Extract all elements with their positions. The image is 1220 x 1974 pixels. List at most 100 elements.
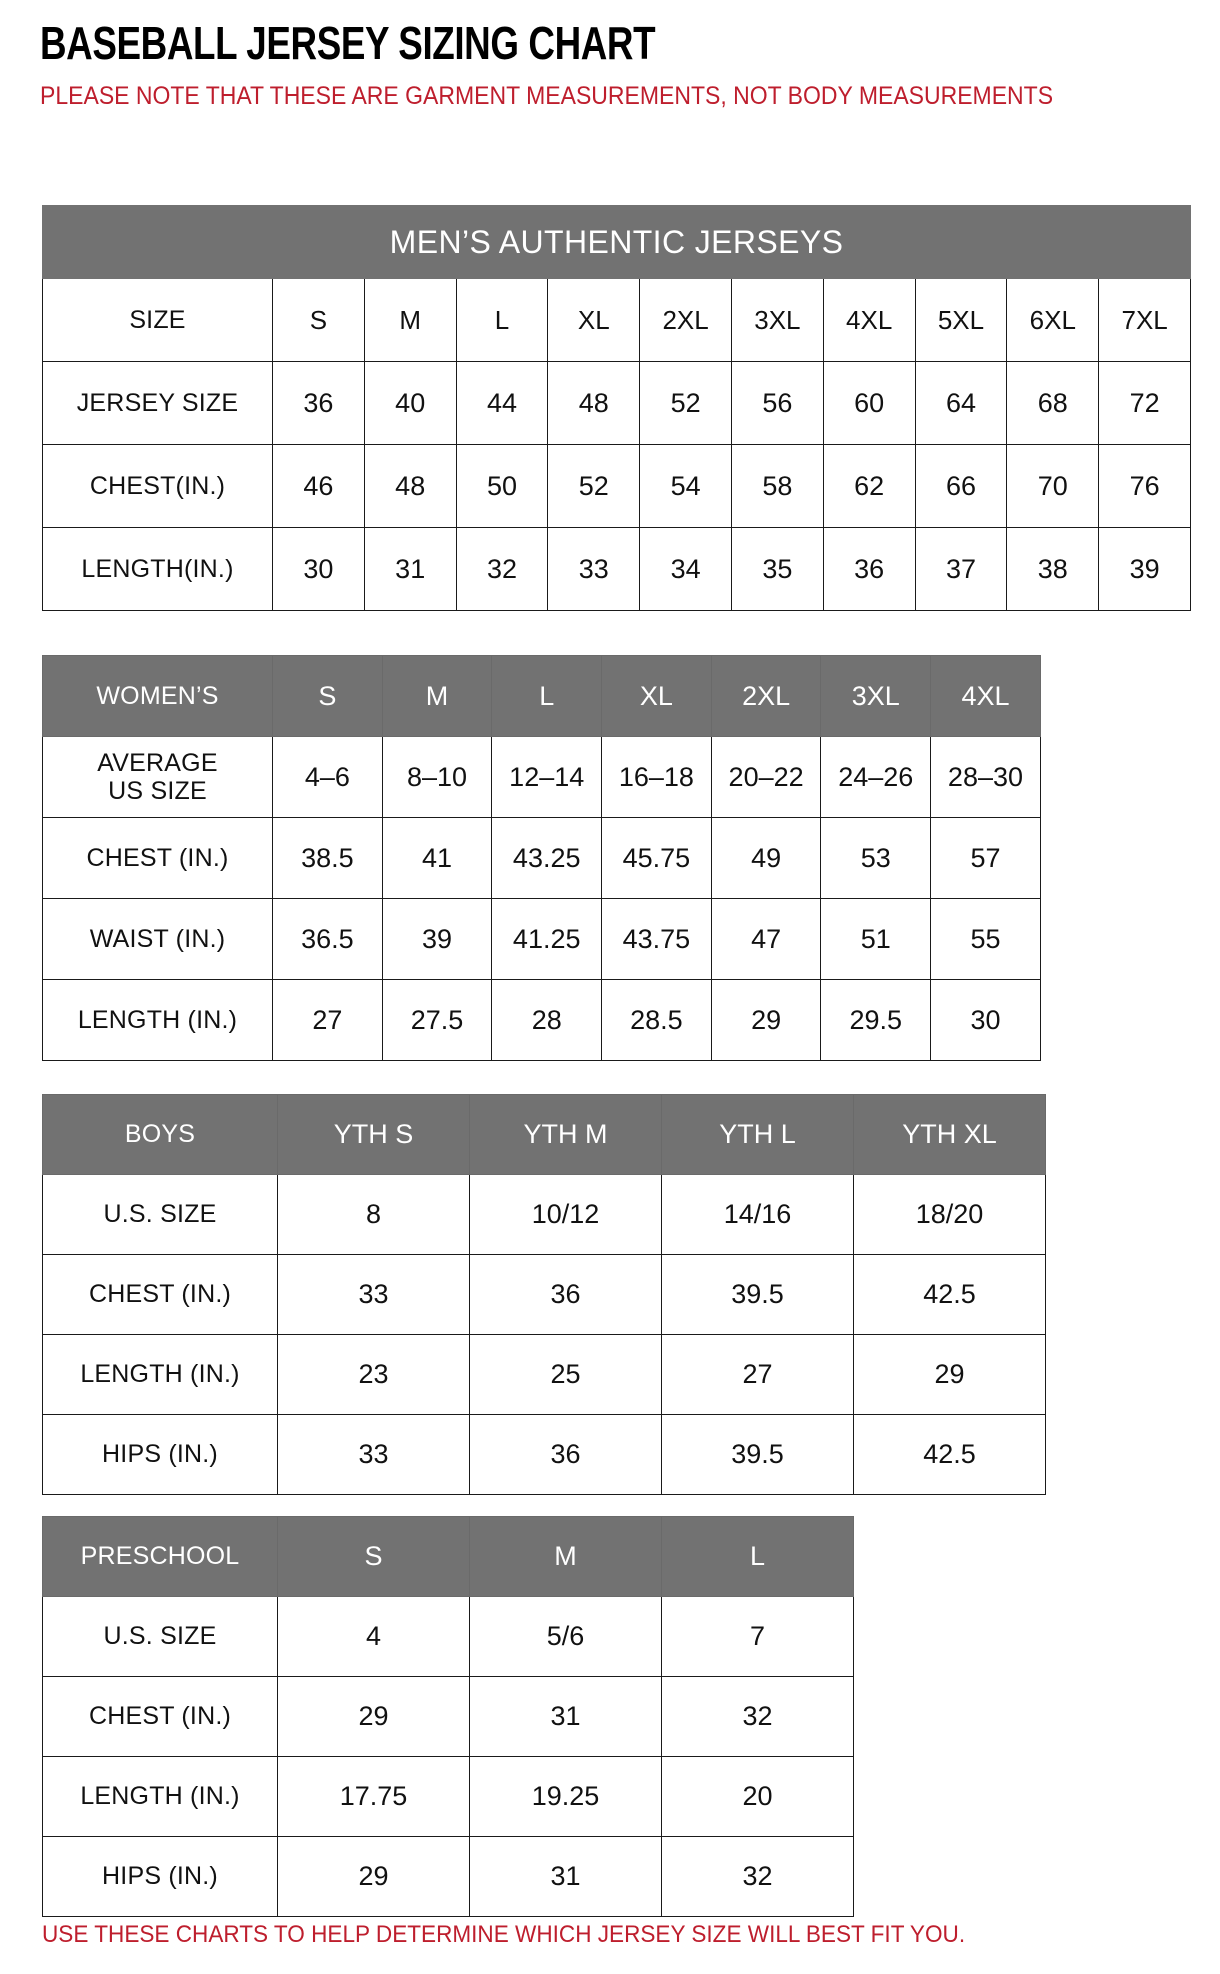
mens-col-header: M	[363, 278, 457, 362]
cell-value: 10/12	[469, 1174, 662, 1255]
cell-value: 54	[639, 444, 732, 528]
cell-value: 4	[277, 1596, 470, 1677]
cell-value: 76	[1098, 444, 1192, 528]
cell-value: 52	[639, 361, 732, 445]
row-label: U.S. SIZE	[42, 1174, 278, 1255]
cell-value: 27	[661, 1334, 854, 1415]
mens-col-header: 2XL	[639, 278, 732, 362]
cell-value: 4–6	[272, 736, 383, 818]
mens-col-header: 6XL	[1006, 278, 1100, 362]
cell-value: 7	[661, 1596, 854, 1677]
cell-value: 29	[710, 979, 822, 1061]
cell-value: 52	[547, 444, 641, 528]
mens-col-header: 5XL	[914, 278, 1008, 362]
row-label: WAIST (IN.)	[42, 898, 273, 980]
cell-value: 20–22	[710, 736, 822, 818]
table-row: HIPS (IN.) 29 31 32	[42, 1836, 854, 1917]
cell-value: 28.5	[601, 979, 712, 1061]
cell-value: 50	[455, 444, 549, 528]
cell-value: 28	[491, 979, 603, 1061]
womens-col-header: S	[272, 655, 383, 737]
cell-value: 62	[822, 444, 916, 528]
table-header-row: PRESCHOOL S M L	[42, 1516, 854, 1597]
cell-value: 33	[277, 1414, 470, 1495]
preschool-col-header: M	[469, 1516, 662, 1597]
table-row: WAIST (IN.) 36.5 39 41.25 43.75 47 51 55	[42, 898, 1041, 980]
cell-value: 8	[277, 1174, 470, 1255]
header-block: BASEBALL JERSEY SIZING CHART PLEASE NOTE…	[40, 20, 1180, 111]
row-label: U.S. SIZE	[42, 1596, 278, 1677]
cell-value: 29	[277, 1836, 470, 1917]
cell-value: 25	[469, 1334, 662, 1415]
mens-col-header: 3XL	[730, 278, 824, 362]
table-row: CHEST (IN.) 38.5 41 43.25 45.75 49 53 57	[42, 817, 1041, 899]
mens-col-header: 4XL	[822, 278, 916, 362]
row-label: LENGTH(IN.)	[42, 527, 273, 611]
table-row: CHEST (IN.) 29 31 32	[42, 1676, 854, 1757]
boys-col-header: YTH S	[277, 1094, 470, 1175]
table-banner-row: MEN’S AUTHENTIC JERSEYS	[41, 205, 1192, 279]
page-title: BASEBALL JERSEY SIZING CHART	[40, 17, 656, 69]
table-row: LENGTH (IN.) 27 27.5 28 28.5 29 29.5 30	[42, 979, 1041, 1061]
row-label: LENGTH (IN.)	[42, 1334, 278, 1415]
cell-value: 53	[820, 817, 932, 899]
cell-value: 33	[547, 527, 641, 611]
row-label: CHEST (IN.)	[42, 1254, 278, 1335]
row-label: LENGTH (IN.)	[42, 1756, 278, 1837]
cell-value: 39.5	[661, 1254, 854, 1335]
cell-value: 16–18	[601, 736, 712, 818]
cell-value: 47	[710, 898, 822, 980]
table-row: AVERAGE US SIZE 4–6 8–10 12–14 16–18 20–…	[42, 736, 1041, 818]
mens-corner-label: SIZE	[42, 278, 273, 362]
womens-col-header: 2XL	[710, 655, 822, 737]
cell-value: 66	[914, 444, 1008, 528]
cell-value: 58	[730, 444, 824, 528]
cell-value: 38	[1006, 527, 1100, 611]
cell-value: 36	[469, 1414, 662, 1495]
mens-col-header: L	[455, 278, 549, 362]
row-label: HIPS (IN.)	[42, 1414, 278, 1495]
cell-value: 40	[363, 361, 457, 445]
row-label: LENGTH (IN.)	[42, 979, 273, 1061]
cell-value: 19.25	[469, 1756, 662, 1837]
cell-value: 49	[710, 817, 822, 899]
preschool-col-header: S	[277, 1516, 470, 1597]
cell-value: 29	[277, 1676, 470, 1757]
cell-value: 42.5	[853, 1414, 1046, 1495]
boys-col-header: YTH L	[661, 1094, 854, 1175]
table-row: LENGTH (IN.) 23 25 27 29	[42, 1334, 1046, 1415]
cell-value: 72	[1098, 361, 1192, 445]
cell-value: 57	[930, 817, 1041, 899]
cell-value: 42.5	[853, 1254, 1046, 1335]
cell-value: 30	[272, 527, 365, 611]
cell-value: 14/16	[661, 1174, 854, 1255]
cell-value: 18/20	[853, 1174, 1046, 1255]
boys-corner-label: BOYS	[42, 1094, 278, 1175]
womens-col-header: 3XL	[820, 655, 932, 737]
cell-value: 23	[277, 1334, 470, 1415]
row-label: HIPS (IN.)	[42, 1836, 278, 1917]
table-row: CHEST(IN.) 46 48 50 52 54 58 62 66 70 76	[42, 444, 1192, 528]
cell-value: 44	[455, 361, 549, 445]
cell-value: 70	[1006, 444, 1100, 528]
row-label: CHEST(IN.)	[42, 444, 273, 528]
row-label: CHEST (IN.)	[42, 1676, 278, 1757]
cell-value: 43.25	[491, 817, 603, 899]
cell-value: 27	[272, 979, 383, 1061]
cell-value: 36	[469, 1254, 662, 1335]
cell-value: 34	[639, 527, 732, 611]
row-label-line1: AVERAGE	[97, 749, 218, 777]
cell-value: 36.5	[272, 898, 383, 980]
cell-value: 41	[381, 817, 493, 899]
table-header-row: BOYS YTH S YTH M YTH L YTH XL	[42, 1094, 1046, 1175]
womens-sizing-table: WOMEN’S S M L XL 2XL 3XL 4XL AVERAGE US …	[42, 655, 1041, 1061]
boys-sizing-table: BOYS YTH S YTH M YTH L YTH XL U.S. SIZE …	[42, 1094, 1046, 1495]
table-row: LENGTH(IN.) 30 31 32 33 34 35 36 37 38 3…	[42, 527, 1192, 611]
row-label-line2: US SIZE	[108, 777, 207, 805]
womens-col-header: M	[381, 655, 493, 737]
cell-value: 46	[272, 444, 365, 528]
cell-value: 29.5	[820, 979, 932, 1061]
mens-col-header: 7XL	[1098, 278, 1192, 362]
cell-value: 68	[1006, 361, 1100, 445]
